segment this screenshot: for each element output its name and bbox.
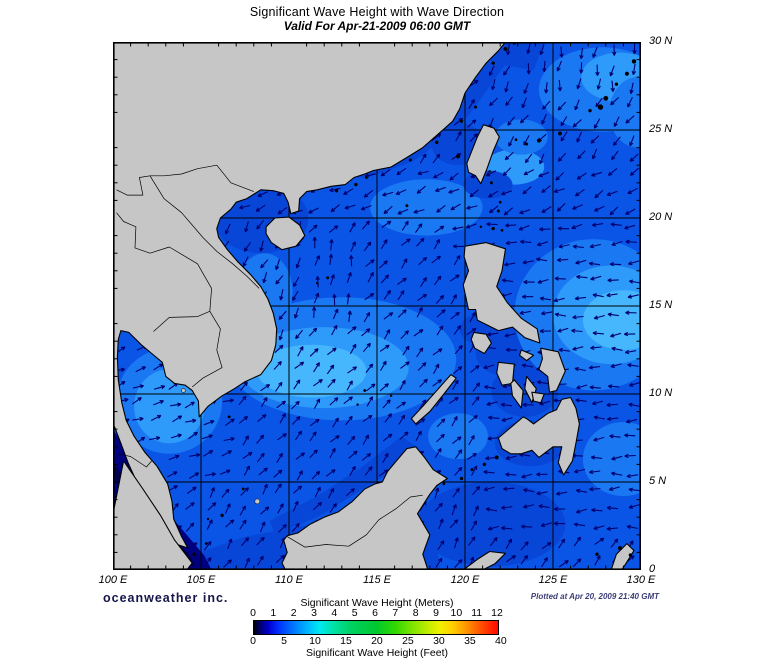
legend-meters-tick: 9 xyxy=(433,607,439,619)
map-frame xyxy=(113,42,641,570)
lat-label: 0 xyxy=(649,563,656,575)
legend-feet-tick: 20 xyxy=(371,635,383,647)
brand-text: oceanweather inc. xyxy=(103,591,229,605)
lon-label: 100 E xyxy=(98,574,128,586)
lon-label: 110 E xyxy=(275,574,303,586)
wave-map-svg xyxy=(113,42,641,570)
lon-label: 130 E xyxy=(626,574,656,586)
lat-label: 30 N xyxy=(649,35,673,47)
lat-label: 20 N xyxy=(649,211,673,223)
legend-feet-tick: 0 xyxy=(250,635,256,647)
legend-meters-tick: 8 xyxy=(412,607,419,619)
legend-meters-tick: 2 xyxy=(290,607,297,619)
map-title: Significant Wave Height with Wave Direct… xyxy=(249,5,505,19)
grid-lines xyxy=(113,42,641,570)
legend-meters-tick: 5 xyxy=(351,607,358,619)
legend-meters-tick: 0 xyxy=(250,607,256,619)
legend-feet-tick: 10 xyxy=(309,635,321,647)
lon-label: 125 E xyxy=(538,574,568,586)
lat-label: 15 N xyxy=(649,299,673,311)
lat-label: 25 N xyxy=(649,123,673,135)
legend-meters-tick: 7 xyxy=(392,607,399,619)
lat-label: 10 N xyxy=(649,387,673,399)
map-subtitle: Valid For Apr-21-2009 06:00 GMT xyxy=(283,19,471,33)
legend-meters-tick: 1 xyxy=(270,607,277,619)
legend-feet-tick: 35 xyxy=(464,635,476,647)
legend-meters-tick: 4 xyxy=(331,607,338,619)
legend-feet-tick: 15 xyxy=(340,635,352,647)
legend-meters-tick: 3 xyxy=(311,607,317,619)
legend-feet-tick: 40 xyxy=(495,635,507,647)
legend-meters-title: Significant Wave Height (Meters) xyxy=(300,597,454,609)
legend-meters-tick: 11 xyxy=(471,607,483,619)
country-borders xyxy=(116,164,423,548)
lon-label: 115 E xyxy=(363,574,391,586)
land-layer xyxy=(113,42,635,570)
small-islands xyxy=(181,42,637,557)
legend-feet-tick: 30 xyxy=(433,635,445,647)
legend-feet-tick: 25 xyxy=(402,635,414,647)
legend-meters-tick: 10 xyxy=(450,607,463,619)
legend-feet-title: Significant Wave Height (Feet) xyxy=(305,647,448,659)
legend-meters-tick: 6 xyxy=(372,607,378,619)
legend-meters-tick: 12 xyxy=(491,607,503,619)
plotted-timestamp: Plotted at Apr 20, 2009 21:40 GMT xyxy=(530,592,659,601)
legend-color-bar xyxy=(253,620,499,635)
legend-feet-tick: 5 xyxy=(281,635,287,647)
lon-label: 120 E xyxy=(450,574,480,586)
lat-label: 5 N xyxy=(649,475,667,487)
lon-label: 105 E xyxy=(186,574,216,586)
